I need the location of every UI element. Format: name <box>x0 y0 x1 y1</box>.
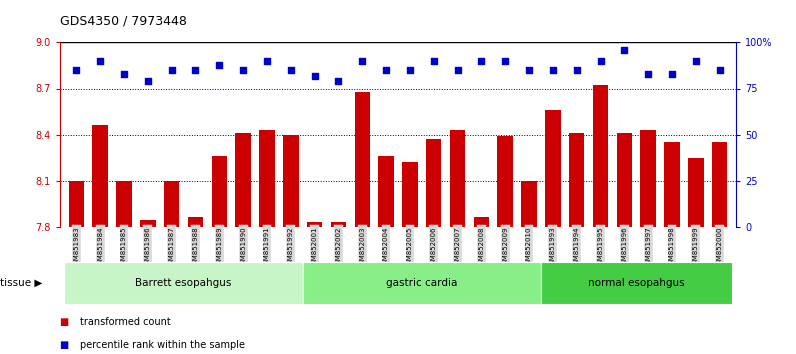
Bar <box>498 136 513 354</box>
Bar <box>92 125 108 354</box>
Bar <box>330 222 346 354</box>
Point <box>665 71 678 76</box>
Point <box>260 58 273 64</box>
Text: GSM851997: GSM851997 <box>645 227 651 269</box>
Text: GDS4350 / 7973448: GDS4350 / 7973448 <box>60 14 186 27</box>
Text: GSM852008: GSM852008 <box>478 227 485 269</box>
Text: GSM852009: GSM852009 <box>502 227 508 269</box>
Bar <box>426 139 442 354</box>
Point <box>594 58 607 64</box>
Bar <box>593 85 608 354</box>
Bar <box>402 162 418 354</box>
Bar <box>116 181 132 354</box>
Point <box>523 67 536 73</box>
Bar <box>140 221 155 354</box>
Point <box>451 67 464 73</box>
Point <box>189 67 202 73</box>
Bar <box>641 130 656 354</box>
Text: GSM852003: GSM852003 <box>359 227 365 269</box>
Text: GSM851986: GSM851986 <box>145 227 151 269</box>
Text: GSM852002: GSM852002 <box>335 227 341 269</box>
Point <box>118 71 131 76</box>
Text: GSM852000: GSM852000 <box>716 227 723 269</box>
Point <box>70 67 83 73</box>
Point <box>404 67 416 73</box>
Bar <box>617 133 632 354</box>
Bar <box>569 133 584 354</box>
Text: GSM852010: GSM852010 <box>526 227 532 269</box>
Text: tissue ▶: tissue ▶ <box>0 278 42 288</box>
Point <box>618 47 630 53</box>
Bar <box>378 156 394 354</box>
Point <box>284 67 297 73</box>
Text: GSM851996: GSM851996 <box>622 227 627 269</box>
Bar <box>188 217 203 354</box>
Text: normal esopahgus: normal esopahgus <box>588 278 685 288</box>
Text: GSM852006: GSM852006 <box>431 227 437 269</box>
Bar <box>212 156 227 354</box>
Text: GSM851998: GSM851998 <box>669 227 675 269</box>
Point <box>642 71 654 76</box>
Text: GSM851992: GSM851992 <box>288 227 294 269</box>
Point <box>713 67 726 73</box>
Bar <box>64 262 302 304</box>
Point <box>166 67 178 73</box>
Text: ■: ■ <box>60 340 72 350</box>
Point <box>380 67 392 73</box>
Point <box>94 58 107 64</box>
Bar <box>283 135 298 354</box>
Point <box>213 62 226 67</box>
Point <box>570 67 583 73</box>
Text: GSM852007: GSM852007 <box>455 227 461 269</box>
Bar <box>712 142 728 354</box>
Text: GSM851987: GSM851987 <box>169 227 174 269</box>
Bar <box>545 110 560 354</box>
Bar <box>307 222 322 354</box>
Text: GSM851994: GSM851994 <box>574 227 579 269</box>
Point <box>689 58 702 64</box>
Bar <box>68 181 84 354</box>
Text: GSM851984: GSM851984 <box>97 227 103 269</box>
Text: Barrett esopahgus: Barrett esopahgus <box>135 278 232 288</box>
Point <box>332 78 345 84</box>
Point <box>499 58 512 64</box>
Text: percentile rank within the sample: percentile rank within the sample <box>80 340 244 350</box>
Text: GSM851989: GSM851989 <box>217 227 222 269</box>
Bar <box>354 92 370 354</box>
Point <box>427 58 440 64</box>
Bar <box>302 262 541 304</box>
Text: transformed count: transformed count <box>80 317 170 327</box>
Text: GSM851988: GSM851988 <box>193 227 198 269</box>
Text: GSM851985: GSM851985 <box>121 227 127 269</box>
Point <box>142 78 154 84</box>
Bar <box>450 130 466 354</box>
Bar <box>164 181 179 354</box>
Text: GSM851983: GSM851983 <box>73 227 80 269</box>
Text: GSM852005: GSM852005 <box>407 227 413 269</box>
Point <box>236 67 249 73</box>
Text: gastric cardia: gastric cardia <box>386 278 458 288</box>
Text: GSM851990: GSM851990 <box>240 227 246 269</box>
Point <box>356 58 369 64</box>
Text: GSM852004: GSM852004 <box>383 227 389 269</box>
Text: ■: ■ <box>60 317 72 327</box>
Bar <box>688 158 704 354</box>
Bar <box>541 262 732 304</box>
Point <box>475 58 488 64</box>
Bar <box>236 133 251 354</box>
Text: GSM852001: GSM852001 <box>311 227 318 269</box>
Bar <box>259 130 275 354</box>
Point <box>308 73 321 79</box>
Text: GSM851999: GSM851999 <box>693 227 699 269</box>
Bar <box>474 217 489 354</box>
Bar <box>521 181 537 354</box>
Point <box>547 67 560 73</box>
Text: GSM851993: GSM851993 <box>550 227 556 269</box>
Text: GSM851995: GSM851995 <box>598 227 603 269</box>
Text: GSM851991: GSM851991 <box>264 227 270 269</box>
Bar <box>664 142 680 354</box>
